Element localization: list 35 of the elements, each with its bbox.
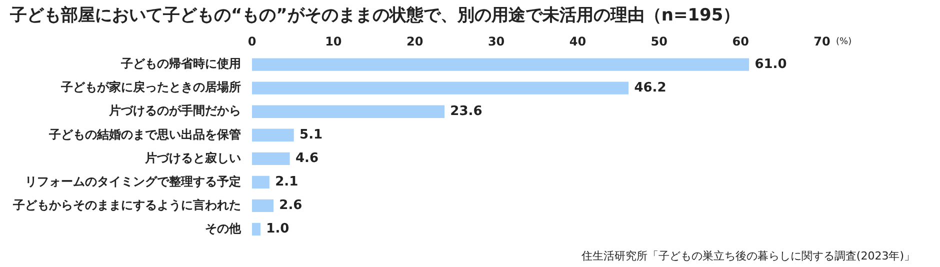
y-tick-label: 子どもの帰省時に使用 <box>120 56 241 71</box>
y-tick-label: 子どもの結婚のまで思い出品を保管 <box>48 127 241 142</box>
y-tick-label: 子どもからそのままにするように言われた <box>12 198 241 212</box>
x-tick-label: 60 <box>732 34 749 49</box>
y-tick-label: 片づけると寂しい <box>144 150 241 165</box>
data-label: 61.0 <box>754 56 787 72</box>
data-label: 4.6 <box>295 151 318 166</box>
y-tick-label: 片づけるのが手間だから <box>108 104 241 118</box>
x-tick-label: 40 <box>569 34 586 49</box>
bar <box>252 105 444 118</box>
x-tick-label: 10 <box>325 34 342 49</box>
y-tick-label: 子どもが家に戻ったときの居場所 <box>60 80 241 94</box>
bar <box>252 199 274 212</box>
bar <box>252 82 629 94</box>
text: 住生活研究所「子どもの巣立ち後の暮らしに関する調査(2023年)」 <box>581 249 915 262</box>
y-tick-label: その他 <box>205 221 242 236</box>
x-tick-label: 70 <box>814 34 830 49</box>
x-tick-label: 20 <box>406 34 424 49</box>
data-label: 2.6 <box>279 198 302 214</box>
bar <box>252 58 750 71</box>
data-label: 1.0 <box>266 222 290 237</box>
y-tick-label: リフォームのタイミングで整理する予定 <box>25 174 241 188</box>
bar <box>252 128 294 142</box>
data-label: 46.2 <box>634 80 666 96</box>
chart-title: 子ども部屋において子どもの“もの”がそのままの状態で、別の用途で未活用の理由（n=195） <box>9 6 740 26</box>
bar <box>252 222 260 236</box>
x-tick-label: 50 <box>650 34 668 49</box>
bar <box>252 176 270 189</box>
data-label: 23.6 <box>450 104 482 119</box>
bar <box>252 152 290 165</box>
x-tick-label: 0 <box>248 34 256 49</box>
x-tick-label: 30 <box>488 34 505 49</box>
x-axis-title: (%) <box>836 36 852 47</box>
data-label: 2.1 <box>275 174 298 190</box>
data-label: 5.1 <box>300 128 323 143</box>
